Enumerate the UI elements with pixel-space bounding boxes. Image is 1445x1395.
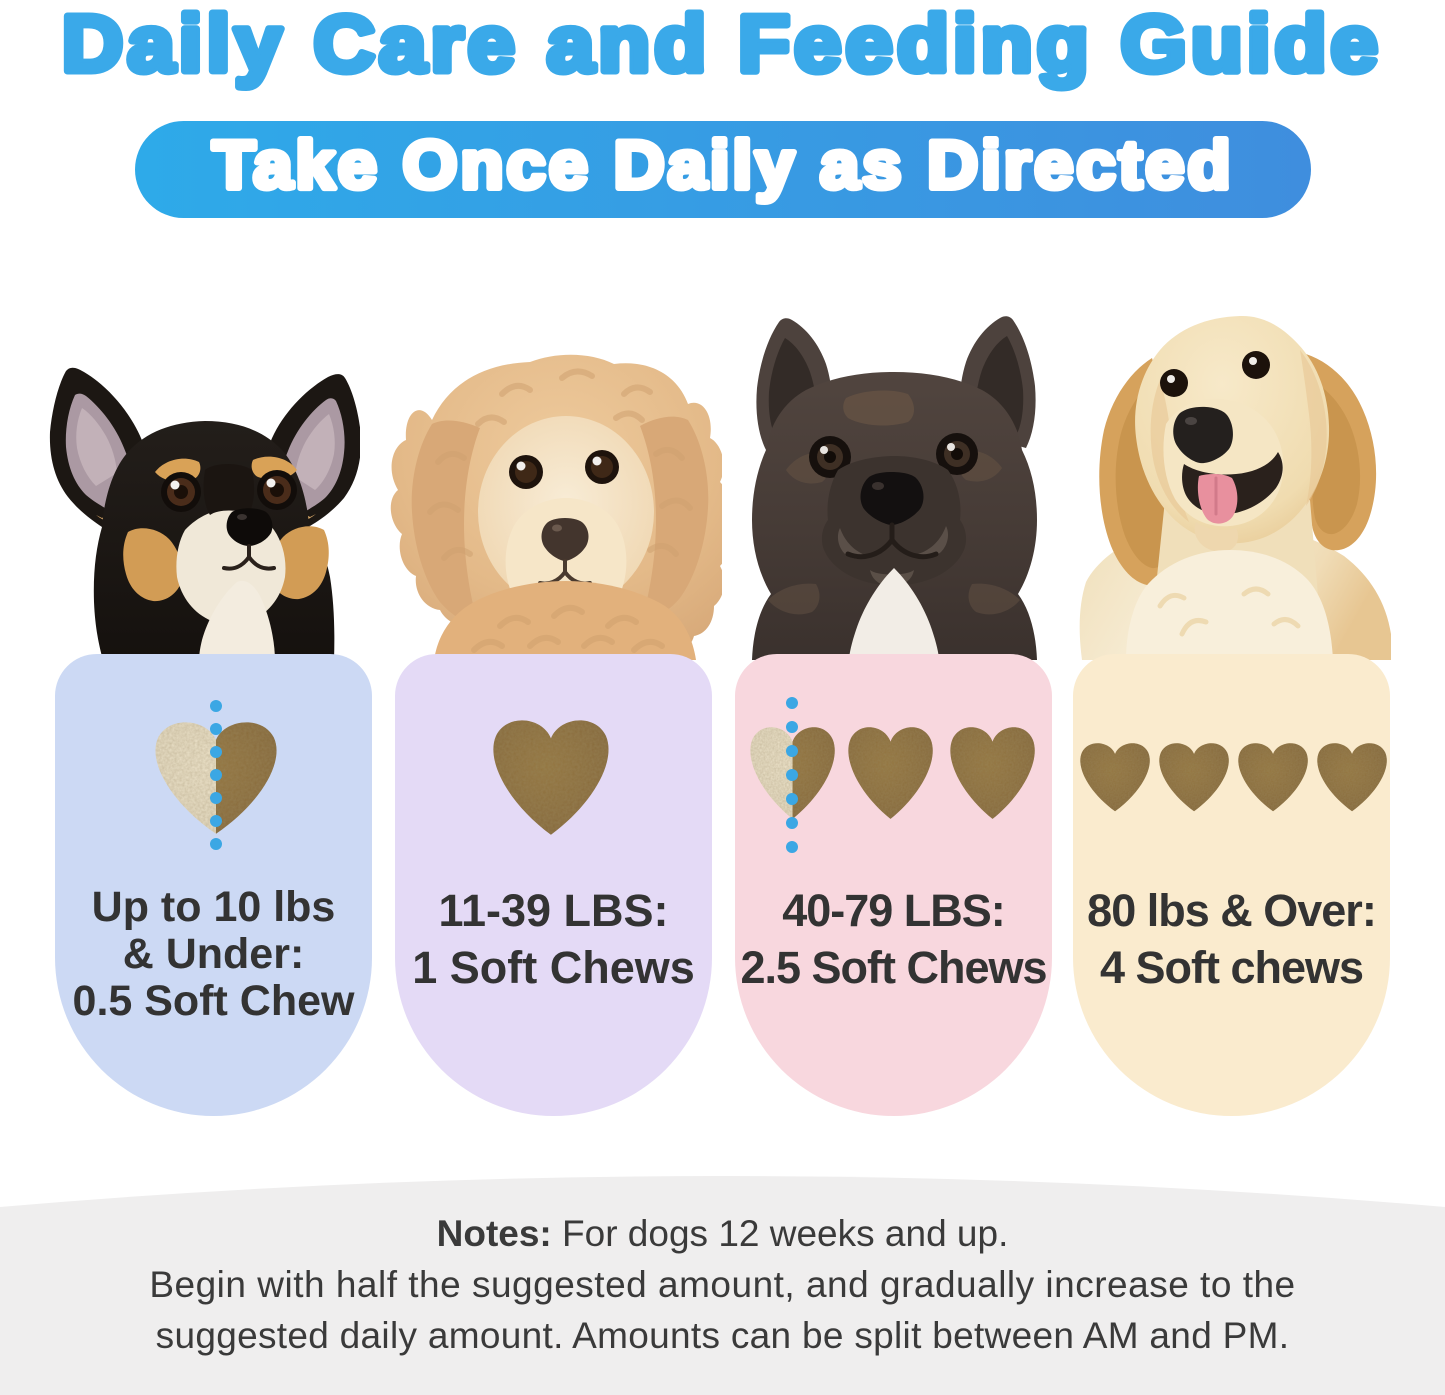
svg-text:Daily Care and Feeding Guide: Daily Care and Feeding Guide [62, 0, 1382, 88]
svg-text:Take Once Daily as Directed: Take Once Daily as Directed [212, 126, 1233, 203]
